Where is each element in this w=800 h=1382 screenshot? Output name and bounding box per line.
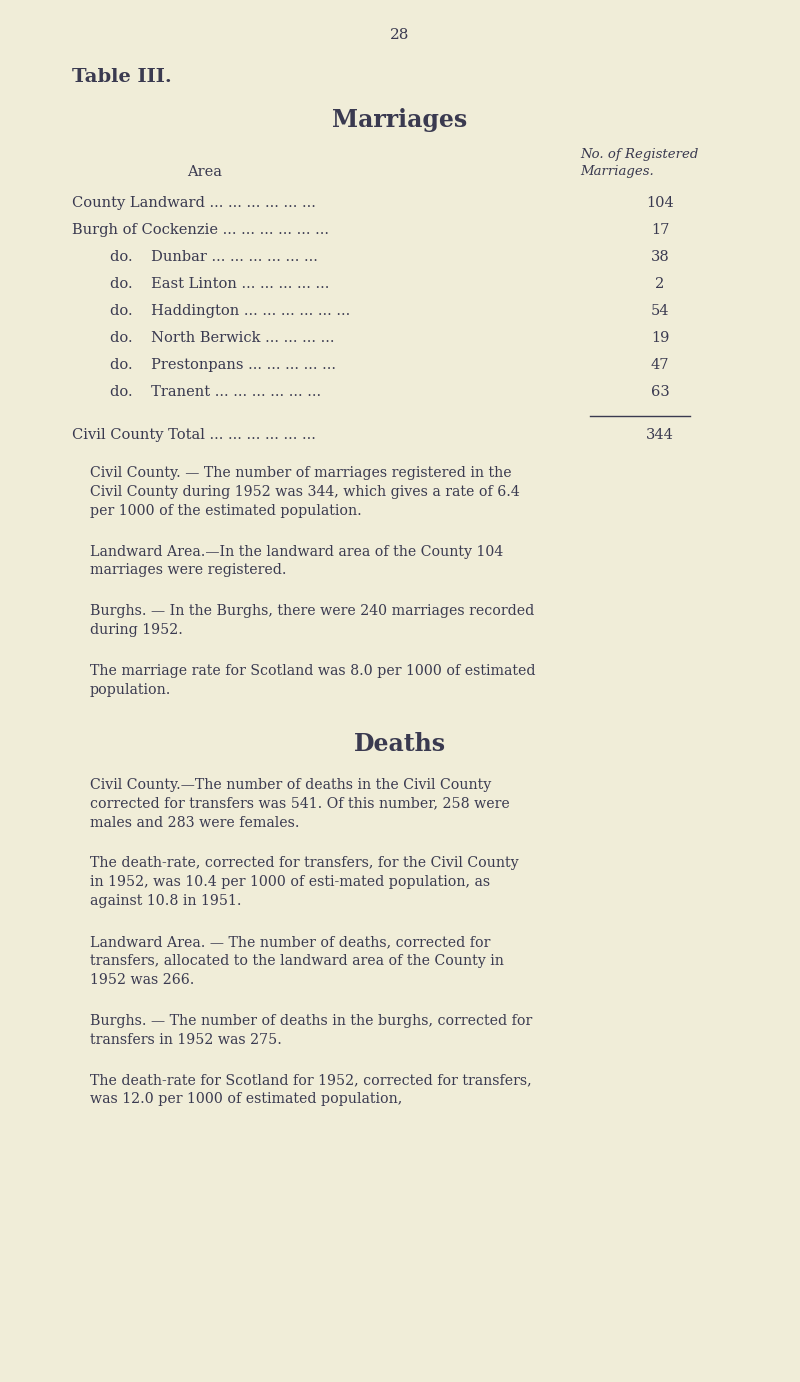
Text: 344: 344 [646, 428, 674, 442]
Text: do.    Dunbar ... ... ... ... ... ...: do. Dunbar ... ... ... ... ... ... [110, 250, 318, 264]
Text: The death-rate, corrected for transfers, for the Civil County: The death-rate, corrected for transfers,… [90, 857, 518, 871]
Text: against 10.8 in 1951.: against 10.8 in 1951. [90, 894, 242, 908]
Text: Burghs. — The number of deaths in the burghs, corrected for: Burghs. — The number of deaths in the bu… [90, 1013, 532, 1028]
Text: 2: 2 [655, 276, 665, 292]
Text: Civil County during 1952 was 344, which gives a rate of 6.4: Civil County during 1952 was 344, which … [90, 485, 520, 499]
Text: Burghs. — In the Burghs, there were 240 marriages recorded: Burghs. — In the Burghs, there were 240 … [90, 604, 534, 618]
Text: corrected for transfers was 541. Of this number, 258 were: corrected for transfers was 541. Of this… [90, 796, 510, 811]
Text: do.    East Linton ... ... ... ... ...: do. East Linton ... ... ... ... ... [110, 276, 330, 292]
Text: Marriages.: Marriages. [580, 164, 654, 178]
Text: 17: 17 [651, 223, 669, 236]
Text: 1952 was 266.: 1952 was 266. [90, 973, 194, 987]
Text: was 12.0 per 1000 of estimated population,: was 12.0 per 1000 of estimated populatio… [90, 1092, 402, 1106]
Text: do.    North Berwick ... ... ... ...: do. North Berwick ... ... ... ... [110, 332, 334, 346]
Text: do.    Haddington ... ... ... ... ... ...: do. Haddington ... ... ... ... ... ... [110, 304, 350, 318]
Text: Marriages: Marriages [332, 108, 468, 133]
Text: Civil County.—The number of deaths in the Civil County: Civil County.—The number of deaths in th… [90, 778, 491, 792]
Text: do.    Tranent ... ... ... ... ... ...: do. Tranent ... ... ... ... ... ... [110, 386, 321, 399]
Text: per 1000 of the estimated population.: per 1000 of the estimated population. [90, 504, 362, 518]
Text: Area: Area [187, 164, 222, 180]
Text: County Landward ... ... ... ... ... ...: County Landward ... ... ... ... ... ... [72, 196, 316, 210]
Text: Deaths: Deaths [354, 732, 446, 756]
Text: population.: population. [90, 683, 171, 697]
Text: Civil County. — The number of marriages registered in the: Civil County. — The number of marriages … [90, 466, 512, 480]
Text: 38: 38 [650, 250, 670, 264]
Text: The marriage rate for Scotland was 8.0 per 1000 of estimated: The marriage rate for Scotland was 8.0 p… [90, 665, 535, 679]
Text: 47: 47 [650, 358, 670, 372]
Text: 54: 54 [650, 304, 670, 318]
Text: Table III.: Table III. [72, 68, 172, 86]
Text: Burgh of Cockenzie ... ... ... ... ... ...: Burgh of Cockenzie ... ... ... ... ... .… [72, 223, 329, 236]
Text: marriages were registered.: marriages were registered. [90, 564, 286, 578]
Text: transfers, allocated to the landward area of the County in: transfers, allocated to the landward are… [90, 954, 504, 967]
Text: transfers in 1952 was 275.: transfers in 1952 was 275. [90, 1032, 282, 1046]
Text: Landward Area.—In the landward area of the County 104: Landward Area.—In the landward area of t… [90, 545, 503, 558]
Text: No. of Registered: No. of Registered [580, 148, 698, 160]
Text: do.    Prestonpans ... ... ... ... ...: do. Prestonpans ... ... ... ... ... [110, 358, 336, 372]
Text: in 1952, was 10.4 per 1000 of esti-mated population, as: in 1952, was 10.4 per 1000 of esti-mated… [90, 875, 490, 889]
Text: 104: 104 [646, 196, 674, 210]
Text: Landward Area. — The number of deaths, corrected for: Landward Area. — The number of deaths, c… [90, 936, 490, 949]
Text: Civil County Total ... ... ... ... ... ...: Civil County Total ... ... ... ... ... .… [72, 428, 316, 442]
Text: males and 283 were females.: males and 283 were females. [90, 815, 299, 829]
Text: 63: 63 [650, 386, 670, 399]
Text: 28: 28 [390, 28, 410, 41]
Text: during 1952.: during 1952. [90, 623, 183, 637]
Text: The death-rate for Scotland for 1952, corrected for transfers,: The death-rate for Scotland for 1952, co… [90, 1074, 532, 1088]
Text: 19: 19 [651, 332, 669, 346]
